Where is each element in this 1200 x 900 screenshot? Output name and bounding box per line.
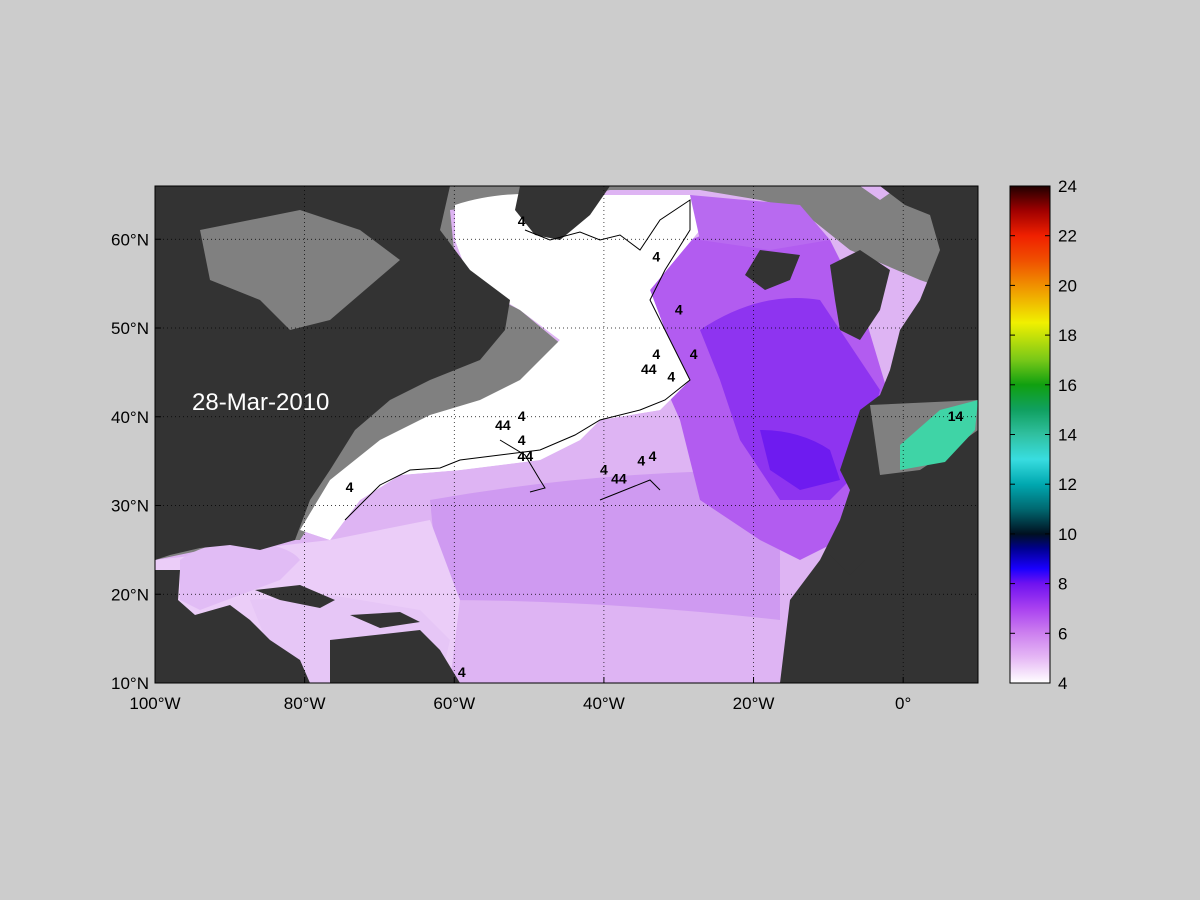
land-hispaniola [350,612,420,628]
ocean-mediterranean [900,400,978,470]
y-tick-label: 30°N [111,497,149,516]
colorbar-tick-label: 4 [1058,674,1067,693]
land-british-isles [830,250,890,340]
shelf-hudson-bay [200,210,400,330]
graticule [155,186,978,683]
land-greenland [515,186,610,240]
land-south-america [330,630,460,683]
colorbar-tick-label: 10 [1058,525,1077,544]
contour-label: 4 [346,479,354,495]
ocean-eastern-deep-purple [700,298,880,500]
contour-label: 44 [518,448,534,464]
x-tick-label: 20°W [733,694,775,713]
ocean-gulf-of-mexico [180,540,300,610]
ocean-warm-band [430,470,780,620]
latitude-tick-labels: 10°N 20°N 30°N 40°N 50°N 60°N [111,230,161,693]
y-tick-label: 40°N [111,408,149,427]
colorbar-tick-label: 16 [1058,376,1077,395]
ocean-iceland-basin [690,195,830,250]
y-tick-label: 60°N [111,230,149,249]
contour-label: 14 [948,408,964,424]
colorbar-tick-label: 8 [1058,575,1067,594]
land-central-america [155,570,310,683]
contour-label: 4 [518,432,526,448]
contour-4-segment [499,439,546,493]
contour-label: 44 [611,470,627,486]
contour-label: 4 [675,302,683,318]
contour-4-segment [599,479,661,501]
x-tick-label: 100°W [129,694,180,713]
contour-label: 4 [600,461,608,477]
colorbar-tick-labels: 4 6 8 10 12 14 16 18 20 22 24 [1010,177,1077,693]
colorbar-tick-label: 24 [1058,177,1077,196]
contour-label: 4 [652,346,660,362]
contour-label: 4 [649,448,657,464]
land-iceland [745,250,800,290]
contour-label: 4 [518,213,526,229]
colorbar-gradient [1009,185,1051,684]
land-canary-islands [830,540,865,575]
y-tick-label: 10°N [111,674,149,693]
date-label: 28-Mar-2010 [192,389,329,416]
contour-label: 4 [652,248,660,264]
colorbar-tick-label: 6 [1058,624,1067,643]
contour-label: 4 [690,346,698,362]
ocean-iberian-blue [760,430,840,490]
colorbar: 4 6 8 10 12 14 16 18 20 22 24 [1009,177,1077,693]
colorbar-tick-label: 22 [1058,227,1077,246]
longitude-tick-labels: 100°W 80°W 60°W 40°W 20°W 0° [129,677,911,713]
contour-label: 44 [495,417,511,433]
colorbar-tick-label: 18 [1058,326,1077,345]
x-tick-label: 40°W [583,694,625,713]
contour-4-line [344,199,691,521]
colorbar-tick-label: 20 [1058,276,1077,295]
map-frame [154,185,979,684]
contour-label: 44 [641,361,657,377]
contour-label: 4 [667,368,675,384]
contour-label: 4 [518,408,526,424]
colorbar-tick-label: 12 [1058,475,1077,494]
colorbar-tick-label: 14 [1058,426,1077,445]
ocean-cold-region-overlay [300,193,700,540]
x-tick-label: 80°W [284,694,326,713]
contour-label: 4 [637,453,645,469]
y-tick-label: 20°N [111,585,149,604]
land-cuba [255,585,335,608]
x-tick-label: 0° [895,694,911,713]
y-tick-label: 50°N [111,319,149,338]
x-tick-label: 60°W [433,694,475,713]
contour-label: 4 [458,664,466,680]
